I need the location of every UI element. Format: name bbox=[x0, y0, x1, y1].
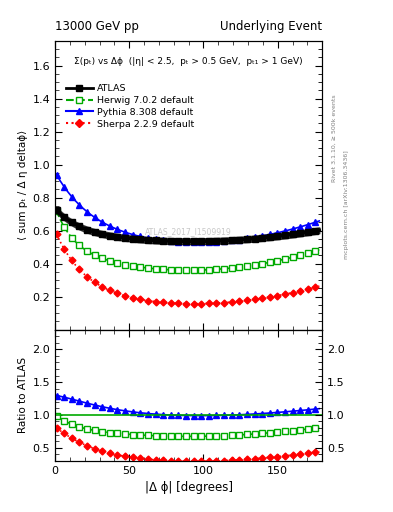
Y-axis label: ⟨ sum pₜ / Δ η deltaϕ⟩: ⟨ sum pₜ / Δ η deltaϕ⟩ bbox=[18, 130, 28, 240]
X-axis label: |Δ ϕ| [degrees]: |Δ ϕ| [degrees] bbox=[145, 481, 233, 494]
Text: Underlying Event: Underlying Event bbox=[220, 20, 322, 33]
Y-axis label: Ratio to ATLAS: Ratio to ATLAS bbox=[18, 357, 28, 433]
Text: mcplots.cern.ch [arXiv:1306.3436]: mcplots.cern.ch [arXiv:1306.3436] bbox=[344, 151, 349, 259]
Text: ATLAS_2017_I1509919: ATLAS_2017_I1509919 bbox=[145, 227, 232, 236]
Text: Σ(pₜ) vs Δϕ  (|η| < 2.5,  pₜ > 0.5 GeV,  pₜ₁ > 1 GeV): Σ(pₜ) vs Δϕ (|η| < 2.5, pₜ > 0.5 GeV, pₜ… bbox=[74, 57, 303, 66]
Text: Rivet 3.1.10, ≥ 500k events: Rivet 3.1.10, ≥ 500k events bbox=[332, 94, 337, 182]
Legend: ATLAS, Herwig 7.0.2 default, Pythia 8.308 default, Sherpa 2.2.9 default: ATLAS, Herwig 7.0.2 default, Pythia 8.30… bbox=[62, 80, 198, 133]
Text: 13000 GeV pp: 13000 GeV pp bbox=[55, 20, 139, 33]
